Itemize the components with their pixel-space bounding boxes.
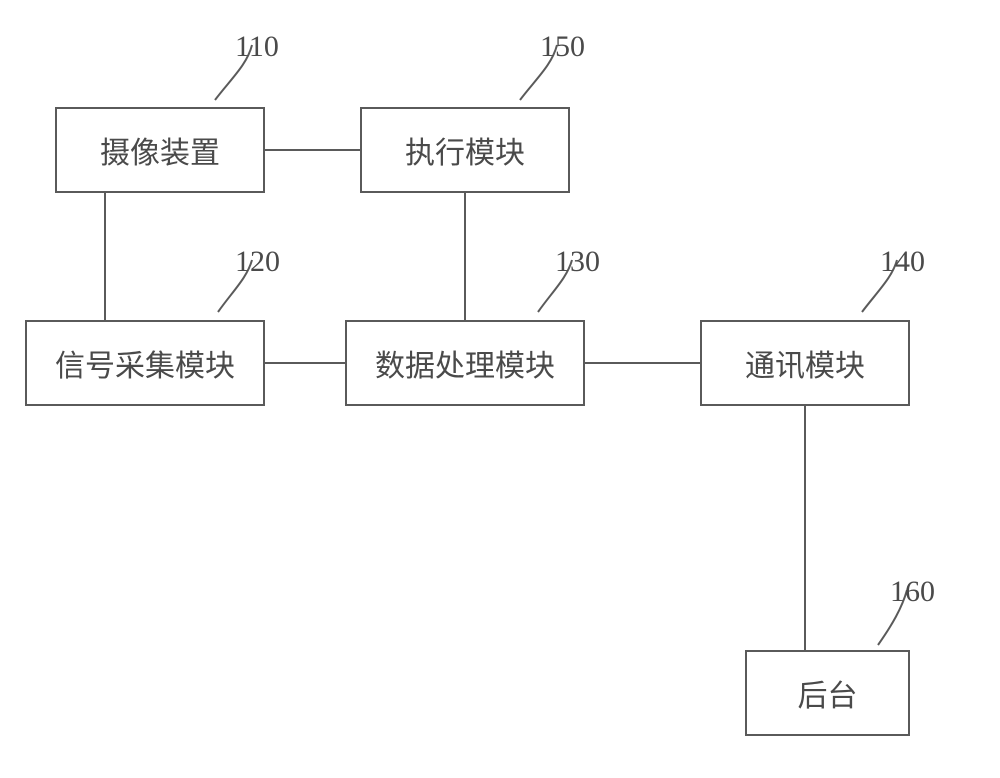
ref-label-text: 120 bbox=[235, 245, 280, 278]
ref-label-text: 110 bbox=[235, 30, 279, 63]
ref-label-110: 110 bbox=[235, 30, 279, 64]
node-label: 信号采集模块 bbox=[55, 341, 235, 385]
ref-label-text: 150 bbox=[540, 30, 585, 63]
node-n110: 摄像装置 bbox=[55, 107, 265, 193]
node-n120: 信号采集模块 bbox=[25, 320, 265, 406]
node-label: 执行模块 bbox=[405, 128, 525, 172]
node-label: 后台 bbox=[798, 671, 858, 715]
node-label: 数据处理模块 bbox=[375, 341, 555, 385]
node-n160: 后台 bbox=[745, 650, 910, 736]
ref-label-text: 160 bbox=[890, 575, 935, 608]
node-label: 通讯模块 bbox=[745, 341, 865, 385]
node-label: 摄像装置 bbox=[100, 128, 220, 172]
ref-label-130: 130 bbox=[555, 245, 600, 279]
ref-label-text: 140 bbox=[880, 245, 925, 278]
node-n150: 执行模块 bbox=[360, 107, 570, 193]
ref-label-120: 120 bbox=[235, 245, 280, 279]
ref-label-160: 160 bbox=[890, 575, 935, 609]
diagram-canvas: 摄像装置 执行模块信号采集模块 数据处理模块 通讯模块后台 110 150 120 130 14… bbox=[0, 0, 1000, 778]
ref-label-150: 150 bbox=[540, 30, 585, 64]
ref-label-text: 130 bbox=[555, 245, 600, 278]
ref-label-140: 140 bbox=[880, 245, 925, 279]
node-n140: 通讯模块 bbox=[700, 320, 910, 406]
node-n130: 数据处理模块 bbox=[345, 320, 585, 406]
